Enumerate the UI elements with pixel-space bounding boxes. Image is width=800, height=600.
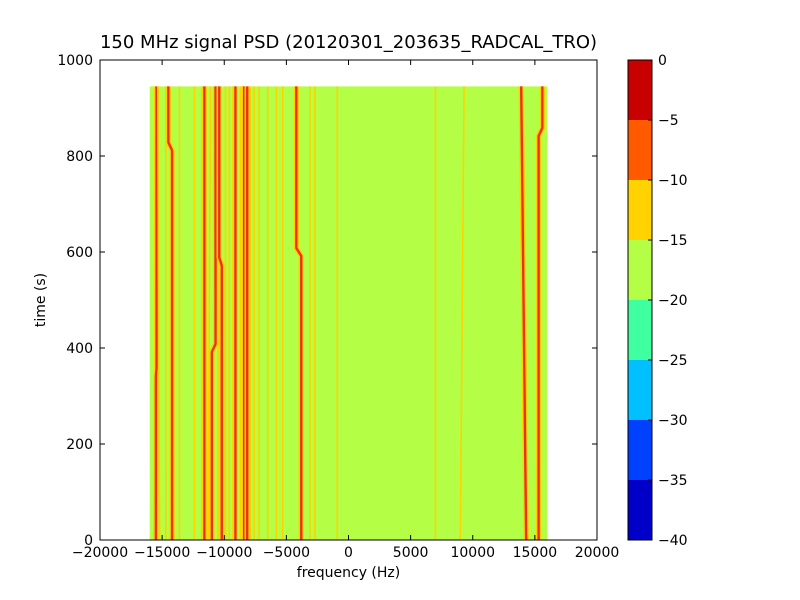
x-tick-label: −15000 — [134, 545, 190, 561]
colorbar-tick-label: −20 — [658, 293, 688, 309]
colorbar-segment — [628, 60, 652, 120]
colorbar-tick-label: −15 — [658, 233, 688, 249]
y-tick-label: 400 — [66, 341, 93, 357]
heatmap-area — [149, 86, 548, 541]
x-tick-label: 0 — [344, 545, 353, 561]
heatmap-line — [295, 86, 303, 540]
x-axis: −20000 −15000 −10000 −5000 0 5000 10000 15000 20… — [72, 60, 619, 561]
colorbar-segment — [628, 180, 652, 240]
colorbar-segment — [628, 240, 652, 300]
chart-title: 150 MHz signal PSD (20120301_203635_RADC… — [100, 32, 597, 53]
x-tick-label: −5000 — [263, 545, 310, 561]
x-axis-label: frequency (Hz) — [297, 565, 400, 581]
heatmap-line — [459, 86, 465, 541]
x-tick-label: −20000 — [72, 545, 128, 561]
heatmap-line — [537, 86, 544, 540]
heatmap-line — [210, 86, 217, 540]
colorbar-segment — [628, 360, 652, 420]
colorbar-tick-label: −10 — [658, 173, 688, 189]
colorbar-segment — [628, 120, 652, 180]
heatmap-line — [156, 86, 161, 541]
heatmap-line — [207, 86, 212, 541]
colorbar-segment — [628, 420, 652, 480]
colorbar-tick-label: −40 — [658, 533, 688, 549]
x-tick-label: −10000 — [196, 545, 252, 561]
x-tick-label: 20000 — [575, 545, 620, 561]
colorbar-segment — [628, 480, 652, 540]
colorbar-tick-label: −25 — [658, 353, 688, 369]
heatmap-line — [218, 86, 223, 540]
colorbar: −40 −35 −30 −25 −20 −15 −10 −5 0 — [627, 53, 688, 549]
heatmap-line — [167, 86, 174, 540]
heatmap-line — [520, 86, 528, 541]
x-tick-label: 5000 — [393, 545, 429, 561]
colorbar-tick-label: −35 — [658, 473, 688, 489]
colorbar-tick-label: 0 — [658, 53, 667, 69]
y-tick-label: 200 — [66, 437, 93, 453]
y-tick-label: 600 — [66, 245, 93, 261]
colorbar-segment — [628, 300, 652, 360]
y-tick-label: 0 — [84, 533, 93, 549]
colorbar-tick-label: −5 — [658, 113, 679, 129]
y-axis: 0 200 400 600 800 1000 — [57, 53, 597, 549]
y-tick-label: 1000 — [57, 53, 93, 69]
y-tick-label: 800 — [66, 149, 93, 165]
heatmap-line — [154, 86, 158, 540]
x-tick-label: 15000 — [513, 545, 558, 561]
colorbar-tick-label: −30 — [658, 413, 688, 429]
x-tick-label: 10000 — [450, 545, 495, 561]
y-axis-label: time (s) — [33, 273, 49, 327]
